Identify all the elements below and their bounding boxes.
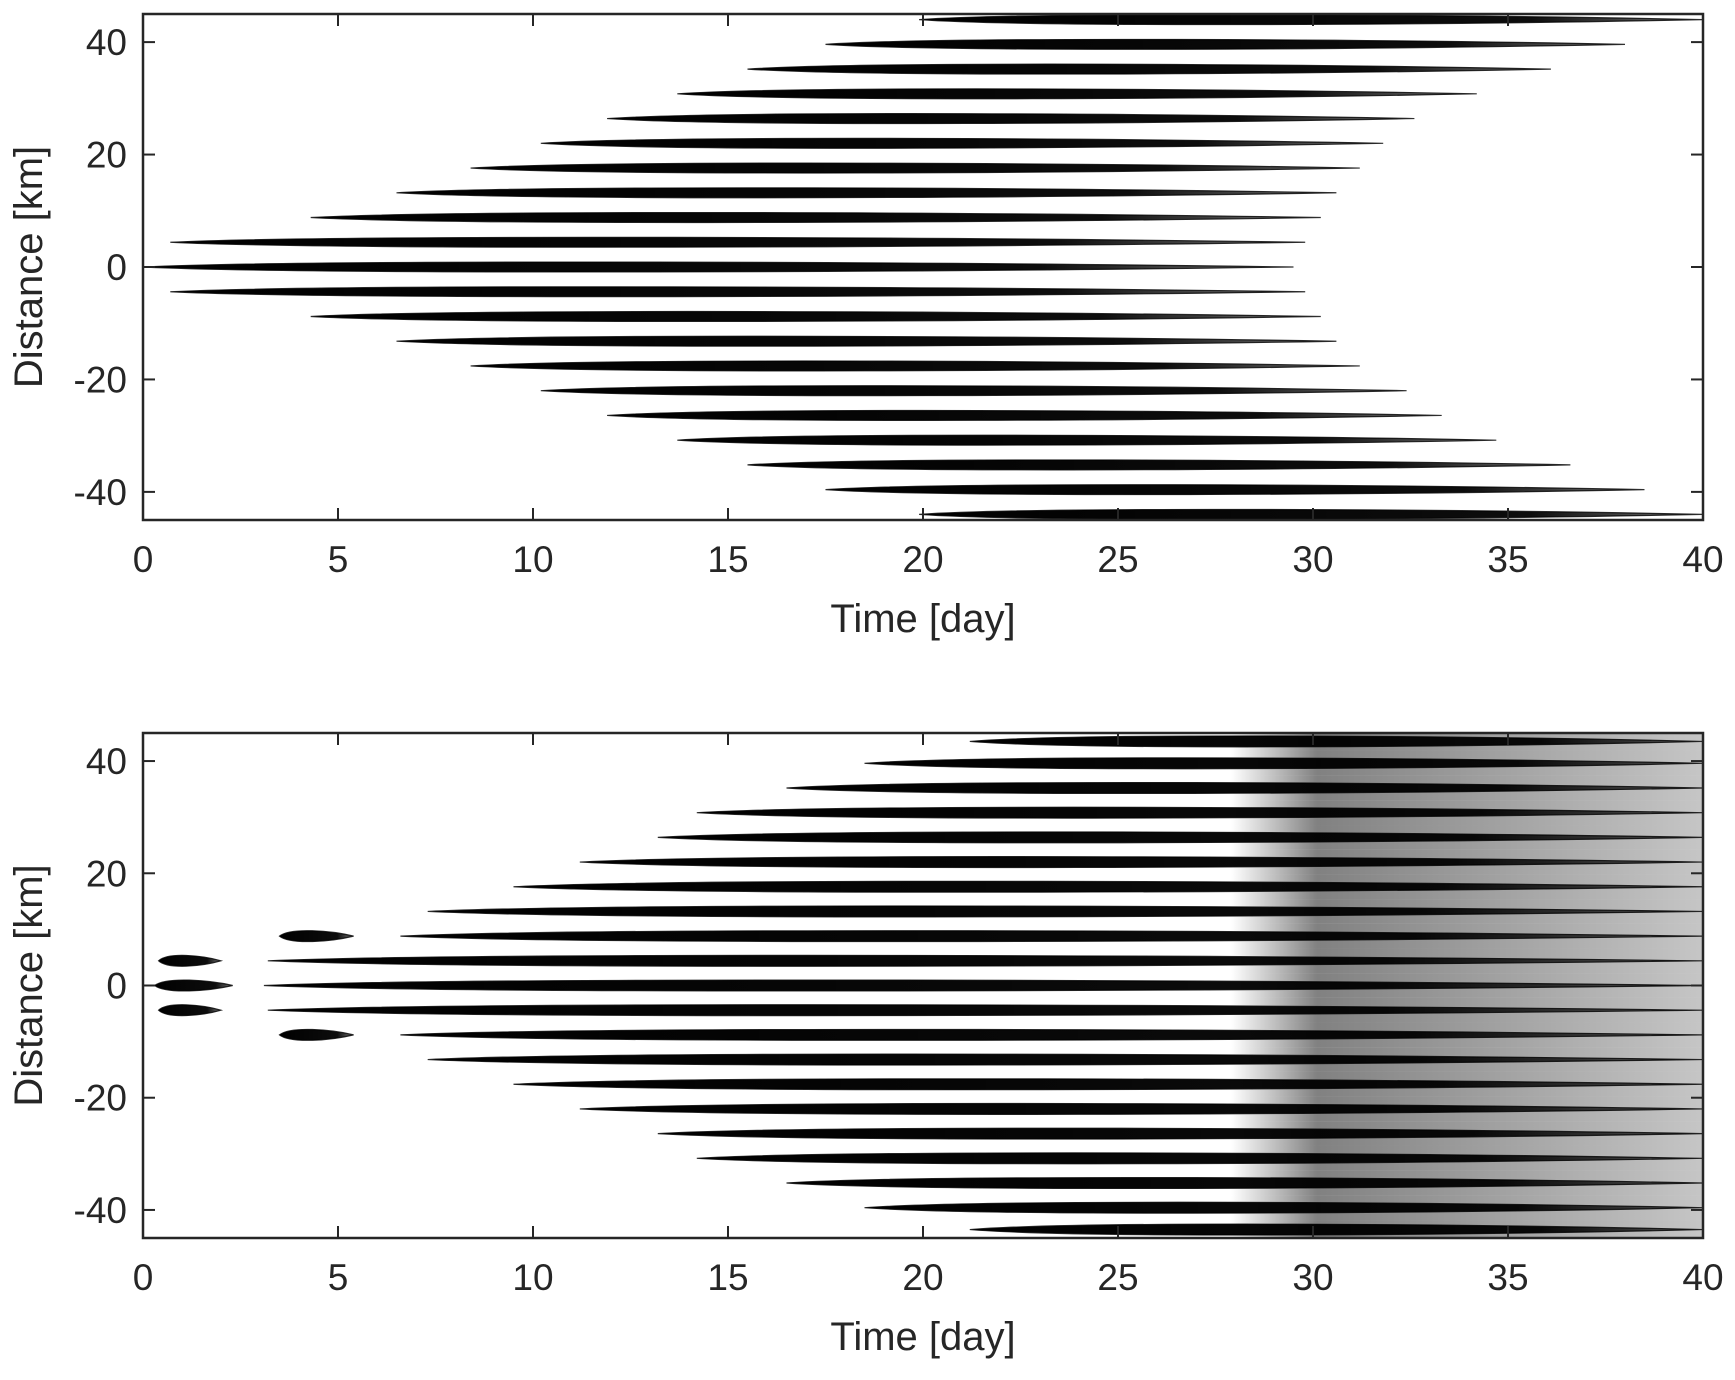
y-tick-label: 40 [86,22,127,63]
streak [607,409,1442,421]
y-tick-label: -20 [74,359,127,400]
streak [400,1028,1703,1041]
streak [263,979,1703,992]
streak [786,781,1703,795]
x-tick-label: 20 [902,1257,943,1298]
x-tick-label: 5 [328,539,349,580]
streak [427,1053,1703,1066]
y-tick-label: 0 [106,247,127,288]
streak [696,1152,1703,1165]
streak [677,434,1497,446]
x-tick-label: 35 [1487,539,1528,580]
bottom-panel: 0 5 10 15 20 25 30 35 40 -40 -20 0 20 40 Time [day] Dis… [7,731,1724,1359]
streak [864,1201,1703,1214]
streak [157,954,224,967]
y-axis-label: Distance [km] [7,864,51,1106]
x-tick-label: 25 [1097,1257,1138,1298]
y-tick-label: -40 [74,472,127,513]
x-tick-label: 30 [1292,539,1333,580]
streak [396,187,1337,199]
x-tick-label: 20 [902,539,943,580]
top-panel: 0 5 10 15 20 25 30 35 40 -40 -20 0 20 40 Time [day] Dis… [7,12,1724,641]
y-tick-label: 20 [86,853,127,894]
streak [278,930,354,943]
streak [267,1004,1703,1017]
streak [864,757,1703,770]
y-tick-label: 20 [86,135,127,176]
plot-area [143,733,1703,1238]
streak [267,954,1703,967]
streak [400,930,1703,943]
streak [786,1176,1703,1190]
streak [677,88,1477,100]
x-tick-label: 40 [1682,539,1723,580]
streak [747,459,1571,471]
streak [278,1028,354,1041]
x-tick-label: 10 [512,1257,553,1298]
x-tick-label: 5 [328,1257,349,1298]
streak [579,1102,1703,1115]
streak [696,806,1703,819]
streak [747,63,1551,75]
x-axis-label: Time [day] [830,597,1015,641]
y-tick-label: 0 [106,966,127,1007]
streak [153,979,233,992]
streak [657,1127,1703,1140]
streak [825,38,1626,50]
streak [310,310,1321,323]
x-tick-label: 30 [1292,1257,1333,1298]
streak [579,856,1703,869]
x-tick-label: 35 [1487,1257,1528,1298]
x-tick-label: 0 [133,539,154,580]
x-axis-label: Time [day] [830,1315,1015,1359]
streak [310,211,1321,224]
streak [427,905,1703,918]
y-tick-label: -40 [74,1190,127,1231]
streak [540,385,1407,397]
x-tick-label: 15 [707,1257,748,1298]
plot-area [143,14,1703,520]
streak [657,831,1703,844]
streak [143,261,1294,273]
streak [825,484,1645,496]
streak [170,236,1306,248]
x-tick-label: 15 [707,539,748,580]
streak [540,137,1384,149]
streak [607,113,1415,125]
x-tick-label: 10 [512,539,553,580]
streak [513,880,1703,893]
streak [969,735,1703,748]
y-tick-label: 40 [86,741,127,782]
streak [157,1004,224,1017]
streak [969,1223,1703,1236]
x-tick-label: 40 [1682,1257,1723,1298]
x-tick-label: 25 [1097,539,1138,580]
streak [470,360,1360,372]
streak [396,335,1337,347]
y-axis-label: Distance [km] [7,146,51,388]
streak [170,286,1306,298]
x-tick-label: 0 [133,1257,154,1298]
y-tick-label: -20 [74,1078,127,1119]
streak [513,1078,1703,1091]
streak [470,162,1360,174]
